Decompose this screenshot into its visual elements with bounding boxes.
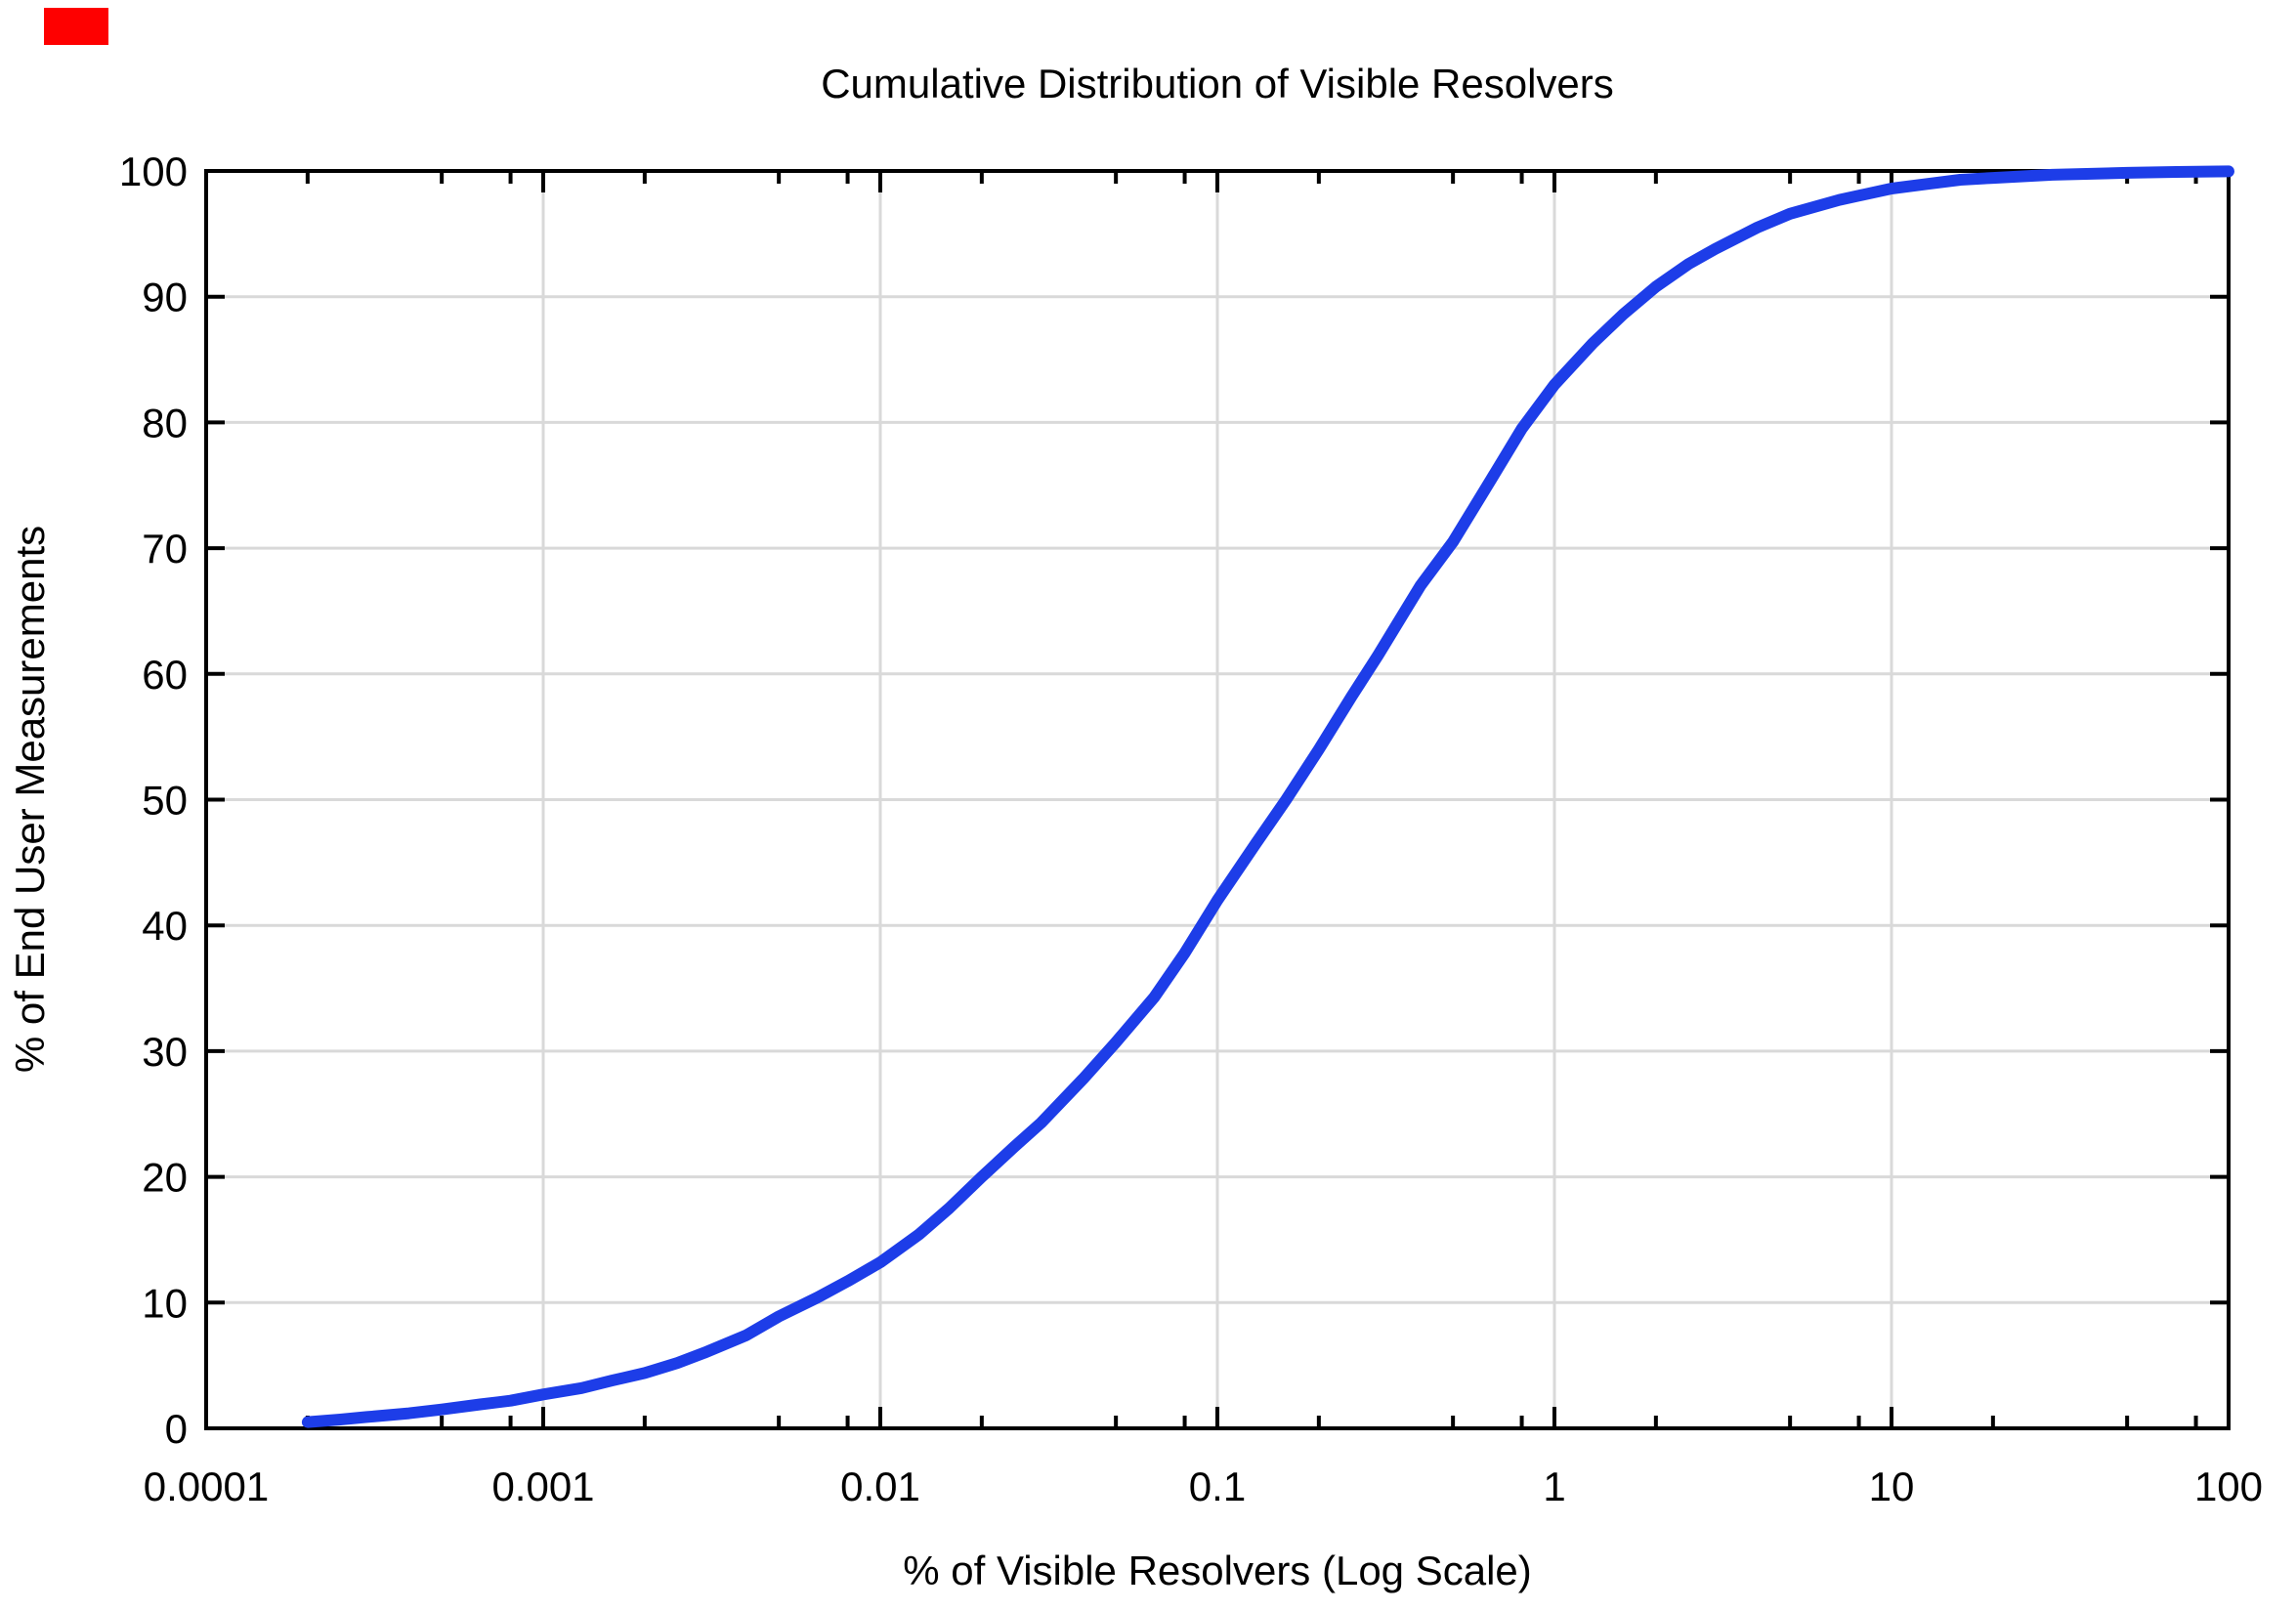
axis-ticks [204,169,2231,1430]
x-tick-label: 1 [1543,1464,1565,1509]
x-tick-label: 0.01 [840,1464,920,1509]
y-tick-label: 80 [142,400,188,445]
y-tick-label: 60 [142,652,188,698]
x-tick-label: 0.1 [1189,1464,1246,1509]
red-marker [44,8,108,45]
x-tick-labels: 0.0001 0.001 0.01 0.1 1 10 100 [144,1464,2263,1509]
y-tick-label: 50 [142,778,188,824]
x-tick-label: 0.001 [491,1464,594,1509]
x-tick-label: 10 [1869,1464,1915,1509]
y-axis-title: % of End User Measurements [7,526,53,1073]
chart-title: Cumulative Distribution of Visible Resol… [821,61,1614,106]
y-tick-label: 40 [142,903,188,949]
y-tick-label: 30 [142,1029,188,1075]
gridlines [206,171,2229,1428]
y-tick-label: 20 [142,1155,188,1201]
series-line [301,165,2234,1428]
y-tick-label: 10 [142,1280,188,1326]
x-tick-label: 0.0001 [144,1464,269,1509]
x-tick-label: 100 [2194,1464,2263,1509]
y-tick-label: 0 [165,1406,188,1452]
y-tick-label: 100 [119,148,188,194]
y-tick-label: 90 [142,275,188,320]
y-tick-labels: 0 10 20 30 40 50 60 70 80 90 100 [119,148,188,1452]
x-axis-title: % of Visible Resolvers (Log Scale) [903,1548,1532,1593]
cdf-curve [301,165,2234,1428]
y-tick-label: 70 [142,526,188,572]
